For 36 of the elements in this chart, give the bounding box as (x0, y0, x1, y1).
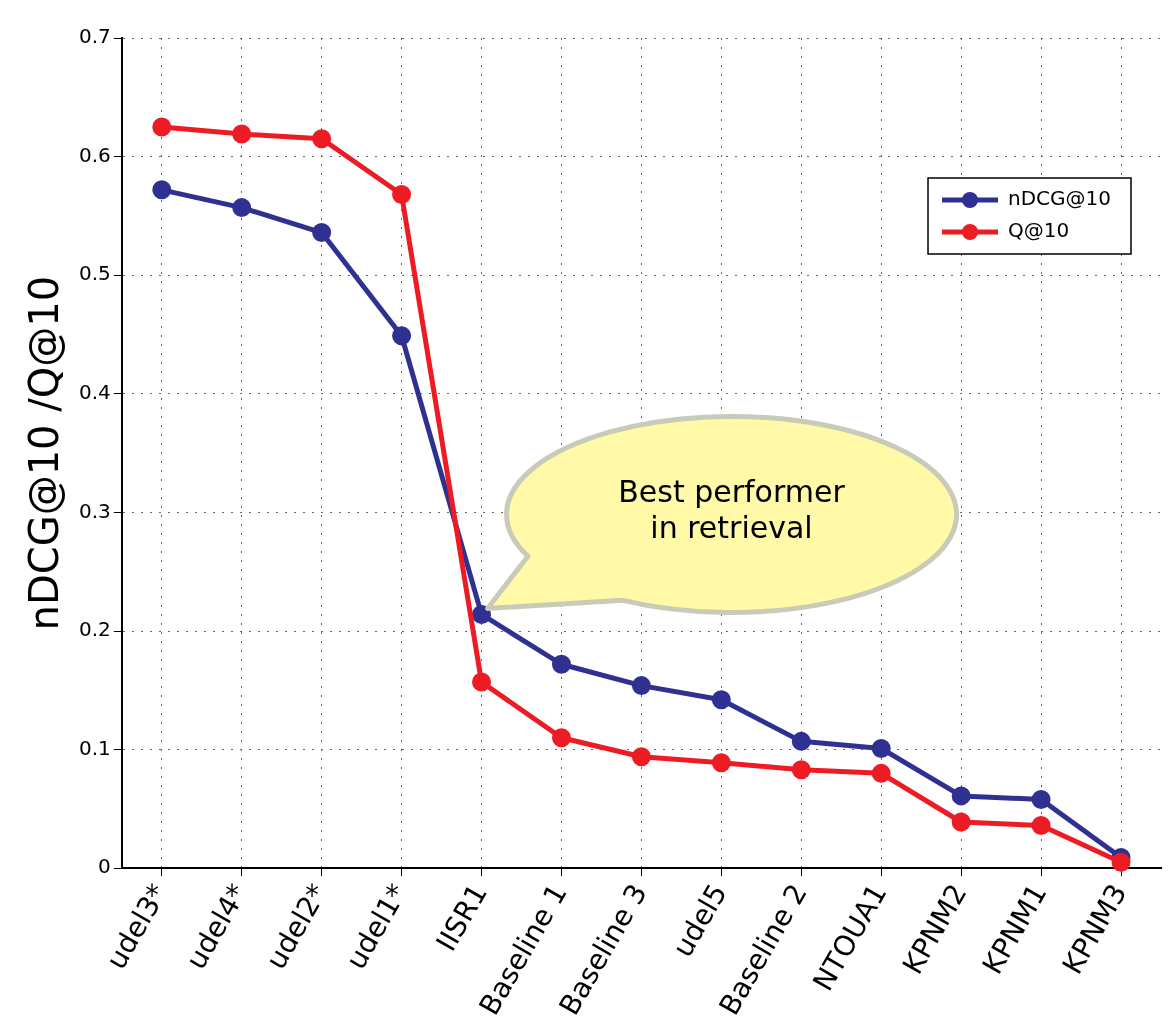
y-tick-label: 0.6 (78, 142, 111, 167)
point (791, 760, 811, 780)
point (312, 223, 332, 243)
y-tick-label: 0.3 (78, 498, 111, 523)
y-tick-label: 0.5 (78, 261, 111, 286)
y-tick-label: 0.2 (78, 617, 111, 642)
point (711, 690, 731, 710)
y-tick-label: 0.7 (78, 24, 111, 49)
point (551, 654, 571, 674)
legend-label: Q@10 (1008, 218, 1070, 243)
y-axis-title: nDCG@10 /Q@10 (21, 275, 68, 631)
point (951, 812, 971, 832)
y-tick-label: 0.4 (78, 380, 111, 405)
point (711, 753, 731, 773)
point (472, 604, 492, 624)
point (152, 117, 172, 137)
point (951, 786, 971, 806)
point (312, 129, 332, 149)
point (392, 326, 412, 346)
point (551, 728, 571, 748)
legend-label: nDCG@10 (1008, 186, 1112, 211)
y-tick-label: 0.1 (78, 735, 111, 760)
point (392, 185, 412, 205)
point (871, 763, 891, 783)
point (152, 180, 172, 200)
point (232, 198, 252, 218)
point (472, 672, 492, 692)
point (232, 124, 252, 144)
point (871, 738, 891, 758)
point (631, 676, 651, 696)
point (631, 747, 651, 767)
point (1031, 816, 1051, 836)
annotation: Best performer in retrieval (617, 474, 846, 547)
y-tick-label: 0 (98, 854, 111, 879)
point (791, 731, 811, 751)
point (1031, 789, 1051, 809)
